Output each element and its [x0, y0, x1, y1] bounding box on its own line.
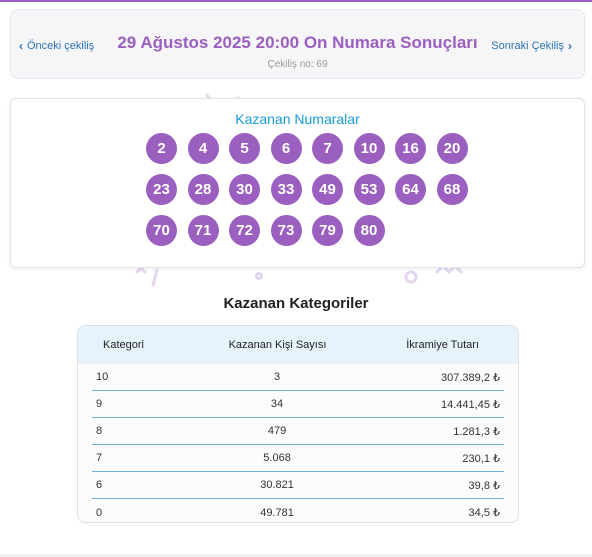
draw-header: ‹ Önceki çekiliş 29 Ağustos 2025 20:00 O…	[10, 9, 585, 79]
number-ball: 79	[312, 215, 343, 246]
column-header-prize: İkramiye Tutarı	[406, 339, 479, 351]
cell-prize: 39,8 ₺	[468, 479, 500, 492]
cell-category: 9	[96, 398, 103, 410]
number-ball: 23	[146, 174, 177, 205]
cell-winners: 34	[270, 398, 284, 410]
number-ball: 4	[187, 133, 219, 164]
next-draw-link[interactable]: Sonraki Çekiliş ›	[491, 40, 572, 52]
cell-prize: 14.441,45 ₺	[441, 398, 500, 411]
cell-winners: 5.068	[263, 452, 291, 464]
categories-title: Kazanan Kategoriler	[223, 295, 369, 312]
number-ball: 71	[187, 215, 219, 246]
cell-winners: 30.821	[260, 479, 294, 491]
winning-numbers-card: Kazanan Numaralar 2 4 5 6 7 10 16 20 23 …	[10, 98, 585, 268]
number-ball: 64	[395, 174, 426, 205]
number-ball: 33	[270, 174, 302, 205]
page-title: 29 Ağustos 2025 20:00 On Numara Sonuçlar…	[117, 33, 478, 52]
table-row: 8 479 1.281,3 ₺	[92, 418, 504, 445]
cell-winners: 49.781	[260, 506, 294, 519]
cell-prize: 307.389,2 ₺	[441, 371, 500, 384]
number-ball: 80	[353, 215, 385, 246]
table-row: 0 49.781 34,5 ₺	[92, 499, 504, 522]
top-accent-rule	[0, 0, 592, 2]
number-ball: 16	[395, 133, 426, 164]
number-ball: 68	[436, 174, 468, 205]
cell-category: 10	[96, 371, 109, 383]
table-row: 9 34 14.441,45 ₺	[92, 391, 504, 418]
chevron-right-icon: ›	[568, 39, 572, 53]
number-ball: 53	[353, 174, 385, 205]
next-draw-label: Sonraki Çekiliş	[491, 40, 564, 52]
cell-prize: 34,5 ₺	[468, 507, 500, 519]
cell-category: 0	[96, 506, 103, 519]
cell-category: 6	[96, 479, 103, 491]
number-ball: 72	[229, 215, 260, 246]
number-ball: 30	[229, 174, 260, 205]
winning-numbers-grid: 2 4 5 6 7 10 16 20 23 28 30 33 49 53 64 …	[146, 133, 476, 246]
table-row: 7 5.068 230,1 ₺	[92, 445, 504, 472]
cell-category: 7	[96, 452, 103, 464]
winning-numbers-title: Kazanan Numaralar	[235, 111, 360, 127]
number-ball: 73	[270, 215, 302, 246]
cell-prize: 1.281,3 ₺	[453, 425, 500, 438]
number-ball: 2	[146, 133, 177, 164]
previous-draw-label: Önceki çekiliş	[27, 40, 95, 52]
column-header-category: Kategori	[103, 339, 144, 351]
previous-draw-link[interactable]: ‹ Önceki çekiliş	[19, 40, 94, 52]
number-ball: 10	[353, 133, 385, 164]
table-row: 6 30.821 39,8 ₺	[92, 472, 504, 499]
number-ball: 28	[187, 174, 219, 205]
cell-prize: 230,1 ₺	[462, 452, 500, 465]
draw-number: Çekiliş no: 69	[267, 59, 328, 70]
number-ball: 20	[436, 133, 468, 164]
number-ball: 6	[270, 133, 302, 164]
categories-table: Kategori Kazanan Kişi Sayısı İkramiye Tu…	[77, 325, 519, 523]
cell-category: 8	[96, 425, 103, 437]
number-ball: 70	[146, 215, 177, 246]
cell-winners: 3	[273, 371, 281, 383]
number-ball: 49	[312, 174, 343, 205]
column-header-winners: Kazanan Kişi Sayısı	[228, 339, 327, 351]
bottom-divider	[0, 554, 592, 557]
table-row: 10 3 307.389,2 ₺	[92, 364, 504, 391]
number-ball: 7	[312, 133, 343, 164]
table-header: Kategori Kazanan Kişi Sayısı İkramiye Tu…	[78, 326, 518, 364]
chevron-left-icon: ‹	[19, 39, 23, 53]
number-ball: 5	[229, 133, 260, 164]
cell-winners: 479	[267, 425, 287, 437]
